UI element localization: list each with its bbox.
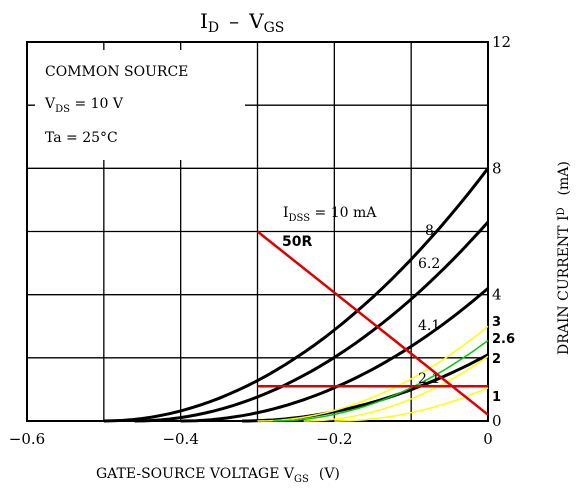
x-tick-label: 0 xyxy=(483,430,493,448)
series-line xyxy=(334,387,489,422)
y-tick-label: 0 xyxy=(492,412,502,430)
series-label: 2.1 xyxy=(418,371,440,387)
x-tick-label: −0.6 xyxy=(9,430,45,448)
conditions-box: COMMON SOURCE VDS = 10 V Ta = 25°C xyxy=(35,50,245,160)
series-label: 1 xyxy=(492,390,501,405)
series-label: 3 xyxy=(492,315,501,330)
series-line xyxy=(272,339,489,422)
condition-ta: Ta = 25°C xyxy=(45,130,118,146)
series-curves xyxy=(103,167,490,423)
series-label: 6.2 xyxy=(418,256,440,272)
y-tick-label: 12 xyxy=(492,33,511,51)
series-label: 4.1 xyxy=(418,318,440,334)
x-tick-label: −0.2 xyxy=(316,430,352,448)
series-line xyxy=(103,167,490,423)
condition-vds: VDS = 10 V xyxy=(44,96,124,115)
chart-title: ID – VGS xyxy=(200,9,284,36)
series-label: 2 xyxy=(492,352,501,367)
idss-label: IDSS = 10 mA xyxy=(283,205,377,224)
condition-common-source: COMMON SOURCE xyxy=(45,64,188,80)
y-tick-label: 8 xyxy=(492,159,502,177)
series-labels: 8 6.2 4.1 2.1 3 2.6 2 1 xyxy=(418,223,515,405)
x-tick-label: −0.4 xyxy=(162,430,198,448)
y-tick-label: 4 xyxy=(492,286,502,304)
x-tick-labels: −0.6 −0.4 −0.2 0 xyxy=(9,430,493,448)
series-line xyxy=(134,220,490,423)
y-axis-label: DRAIN CURRENT ID(mA) xyxy=(556,161,572,355)
load-line xyxy=(256,230,489,416)
series-line xyxy=(303,355,489,422)
series-label: 8 xyxy=(425,223,434,239)
load-line-label: 50R xyxy=(282,234,312,250)
x-axis-label: GATE-SOURCE VOLTAGE VGS (V) xyxy=(96,466,340,485)
series-line xyxy=(180,287,489,423)
series-line xyxy=(257,325,489,422)
series-label: 2.6 xyxy=(492,332,515,347)
